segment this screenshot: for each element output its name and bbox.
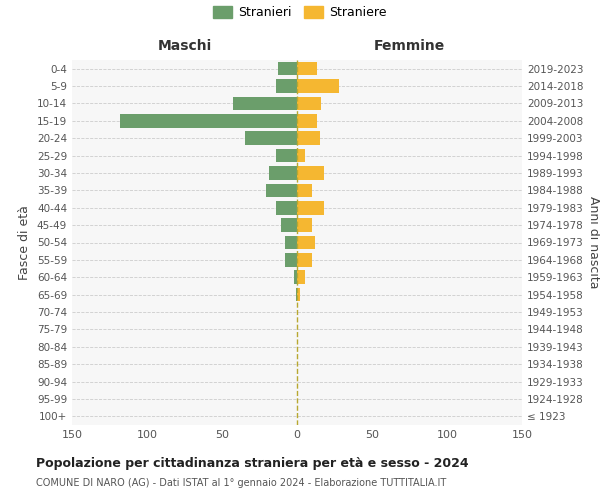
Bar	[297, 96, 321, 110]
Text: Maschi: Maschi	[157, 38, 212, 52]
Bar	[296, 288, 297, 302]
Text: Popolazione per cittadinanza straniera per età e sesso - 2024: Popolazione per cittadinanza straniera p…	[36, 458, 469, 470]
Y-axis label: Anni di nascita: Anni di nascita	[587, 196, 600, 289]
Bar	[245, 132, 297, 145]
Bar	[297, 270, 305, 284]
Bar	[294, 270, 297, 284]
Bar	[297, 201, 324, 214]
Bar	[120, 114, 297, 128]
Bar	[233, 96, 297, 110]
Bar	[297, 184, 312, 197]
Legend: Stranieri, Straniere: Stranieri, Straniere	[213, 6, 387, 19]
Bar	[276, 80, 297, 93]
Bar	[265, 184, 297, 197]
Bar	[297, 132, 320, 145]
Y-axis label: Fasce di età: Fasce di età	[19, 205, 31, 280]
Bar	[297, 62, 317, 76]
Bar	[297, 166, 324, 180]
Bar	[285, 236, 297, 250]
Bar	[297, 288, 300, 302]
Bar	[297, 149, 305, 162]
Bar	[269, 166, 297, 180]
Bar	[297, 114, 317, 128]
Bar	[276, 201, 297, 214]
Bar	[297, 218, 312, 232]
Bar	[297, 80, 339, 93]
Bar	[281, 218, 297, 232]
Bar	[297, 236, 315, 250]
Bar	[285, 253, 297, 266]
Bar	[276, 149, 297, 162]
Bar	[297, 253, 312, 266]
Text: Femmine: Femmine	[374, 38, 445, 52]
Bar	[277, 62, 297, 76]
Text: COMUNE DI NARO (AG) - Dati ISTAT al 1° gennaio 2024 - Elaborazione TUTTITALIA.IT: COMUNE DI NARO (AG) - Dati ISTAT al 1° g…	[36, 478, 446, 488]
